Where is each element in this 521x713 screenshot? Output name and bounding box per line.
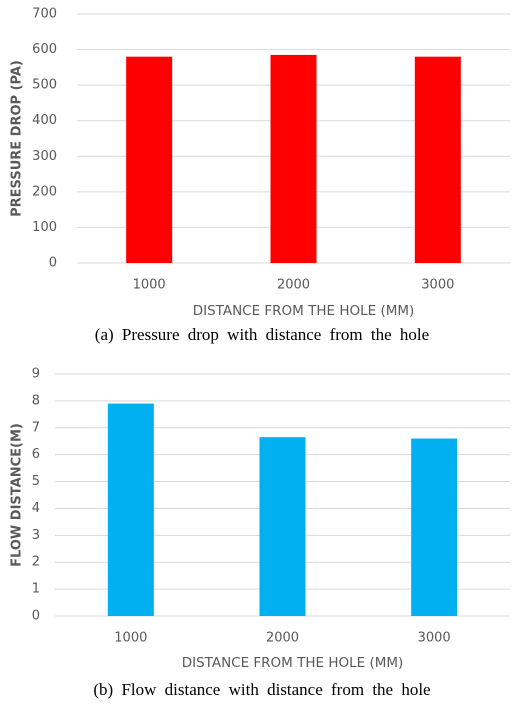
y-tick-label: 9 bbox=[32, 367, 40, 382]
y-tick-label: 500 bbox=[32, 78, 57, 93]
x-tick-label: 2000 bbox=[277, 278, 310, 293]
y-tick-label: 8 bbox=[32, 393, 40, 408]
y-tick-label: 600 bbox=[32, 42, 57, 57]
x-tick-label: 2000 bbox=[266, 631, 299, 646]
bar bbox=[259, 437, 306, 616]
y-tick-label: 7 bbox=[32, 420, 40, 435]
x-tick-label: 1000 bbox=[133, 278, 166, 293]
y-tick-label: 400 bbox=[32, 113, 57, 128]
x-tick-label: 1000 bbox=[114, 631, 147, 646]
y-tick-label: 6 bbox=[32, 447, 40, 462]
bar bbox=[270, 54, 317, 264]
y-tick-label: 4 bbox=[32, 501, 40, 516]
bar bbox=[126, 56, 173, 263]
y-tick-label: 0 bbox=[32, 609, 40, 624]
bar bbox=[107, 403, 154, 616]
y-axis-title: FLOW DISTANCE(M) bbox=[10, 423, 25, 567]
bar bbox=[411, 438, 458, 616]
y-tick-label: 1 bbox=[32, 582, 40, 597]
y-tick-label: 100 bbox=[32, 220, 57, 235]
x-axis-title: DISTANCE FROM THE HOLE (MM) bbox=[193, 303, 415, 319]
bar bbox=[414, 56, 461, 263]
x-axis-title: DISTANCE FROM THE HOLE (MM) bbox=[182, 655, 404, 671]
x-tick-label: 3000 bbox=[421, 278, 454, 293]
y-tick-label: 700 bbox=[32, 7, 57, 22]
y-axis-title: PRESSURE DROP (PA) bbox=[10, 60, 25, 217]
caption: (a) Pressure drop with distance from the… bbox=[95, 325, 429, 344]
y-tick-label: 300 bbox=[32, 149, 57, 164]
y-tick-label: 5 bbox=[32, 474, 40, 489]
y-tick-label: 0 bbox=[49, 256, 57, 271]
caption: (b) Flow distance with distance from the… bbox=[93, 680, 430, 699]
y-tick-label: 3 bbox=[32, 528, 40, 543]
y-tick-label: 200 bbox=[32, 184, 57, 199]
y-tick-label: 2 bbox=[32, 555, 40, 570]
x-tick-label: 3000 bbox=[418, 631, 451, 646]
